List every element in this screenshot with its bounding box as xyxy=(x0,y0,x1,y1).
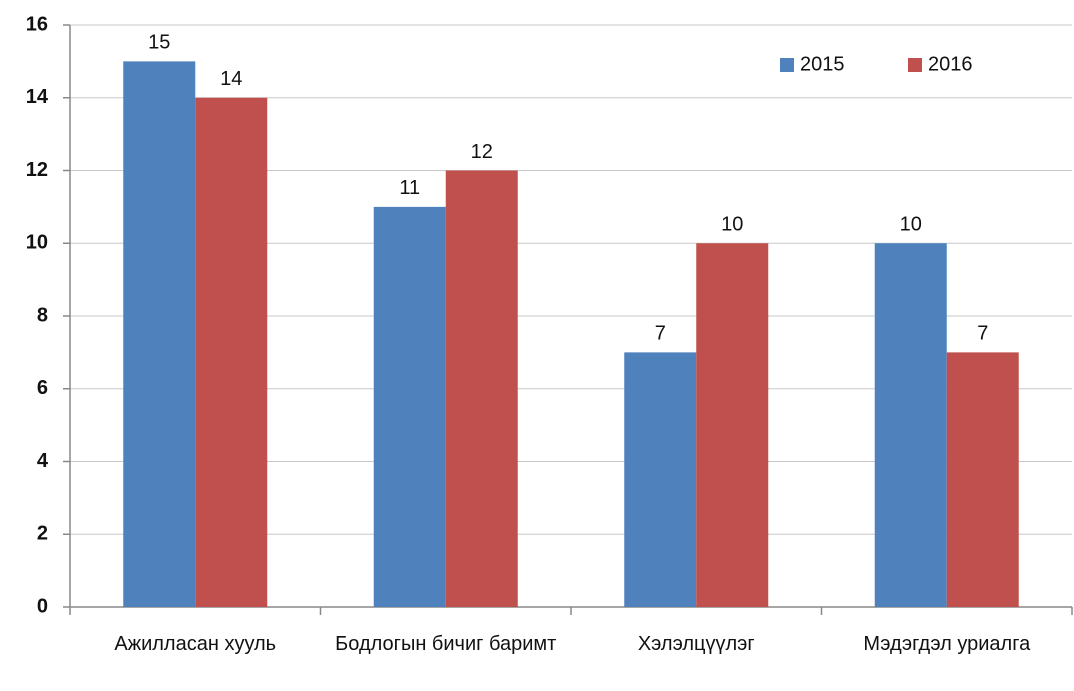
bar xyxy=(195,97,268,607)
y-tick-label: 4 xyxy=(37,450,49,472)
data-label: 14 xyxy=(220,68,242,90)
legend-swatch xyxy=(780,58,794,72)
data-label: 15 xyxy=(148,32,170,54)
data-label: 7 xyxy=(977,323,988,345)
y-tick-label: 8 xyxy=(37,304,48,326)
bar xyxy=(946,352,1019,607)
y-tick-label: 2 xyxy=(37,523,48,545)
x-tick-label: Бодлогын бичиг баримт xyxy=(335,633,557,655)
legend-label: 2016 xyxy=(928,53,973,75)
bar xyxy=(445,170,518,607)
x-tick-label: Ажилласан хууль xyxy=(114,633,277,655)
x-tick-label: Мэдэгдэл уриалга xyxy=(863,633,1031,655)
y-tick-label: 10 xyxy=(26,232,48,254)
y-tick-label: 14 xyxy=(26,86,49,108)
bar xyxy=(874,243,947,607)
y-tick-label: 0 xyxy=(37,595,48,617)
bar xyxy=(624,352,697,607)
legend-swatch xyxy=(908,58,922,72)
x-tick-label: Хэлэлцүүлэг xyxy=(637,633,755,655)
data-label: 12 xyxy=(471,141,493,163)
data-label: 7 xyxy=(655,323,666,345)
bar xyxy=(373,206,446,607)
y-tick-label: 6 xyxy=(37,377,48,399)
y-tick-label: 16 xyxy=(26,13,48,35)
y-tick-label: 12 xyxy=(26,159,48,181)
data-label: 10 xyxy=(721,214,743,236)
bar xyxy=(696,243,769,607)
data-label: 11 xyxy=(399,177,420,199)
data-label: 10 xyxy=(900,214,922,236)
legend-label: 2015 xyxy=(800,53,845,75)
bar xyxy=(123,61,196,607)
